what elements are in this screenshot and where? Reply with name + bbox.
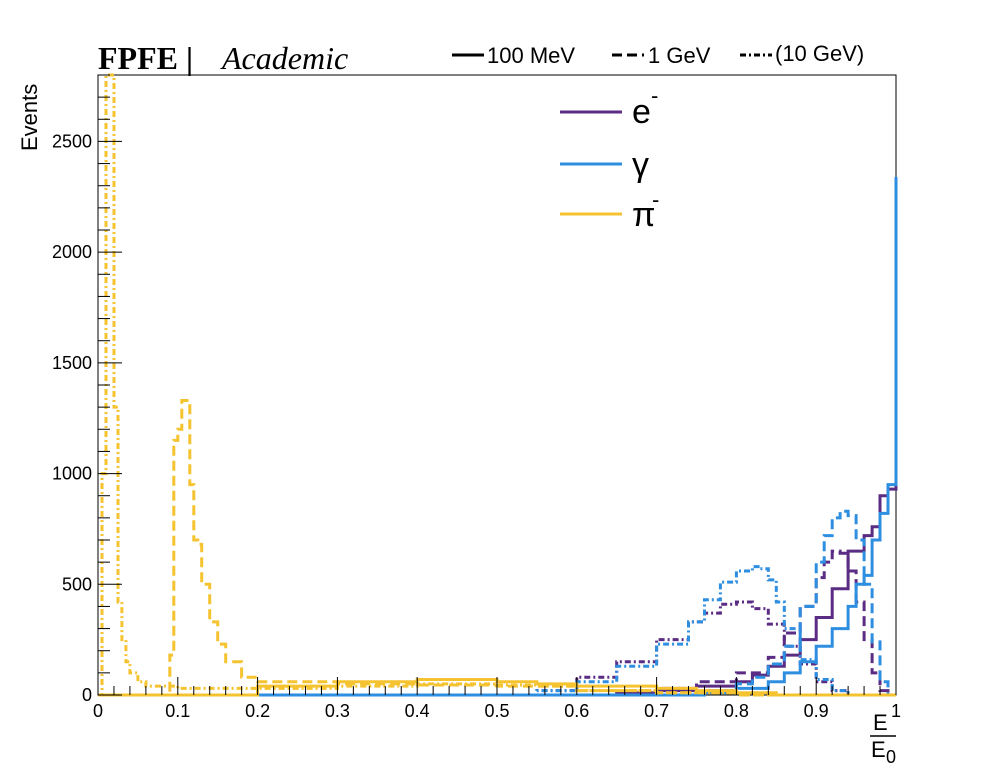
style-legend-label-1gev: 1 GeV <box>648 43 711 68</box>
legend-label-photon: γ <box>632 146 649 184</box>
legend-sup-electron: - <box>651 83 658 108</box>
series-line-pi--10GeV <box>98 73 896 697</box>
series-layer <box>98 73 898 697</box>
x-tick-label: 0.8 <box>724 701 749 721</box>
x-tick-label: 0.2 <box>245 701 270 721</box>
x-tick-label: 0.6 <box>564 701 589 721</box>
y-axis-title: Events <box>17 84 42 151</box>
x-tick-label: 0.4 <box>405 701 430 721</box>
x-tick-label: 0 <box>93 701 103 721</box>
x-tick-label: 1 <box>891 701 901 721</box>
legend-label-pion: π <box>632 196 655 234</box>
series-line-gamma-1GeV <box>98 509 896 697</box>
brand-italic: Academic <box>220 40 348 76</box>
y-tick-label: 1000 <box>52 464 92 484</box>
series-line-pi--1GeV <box>98 399 896 697</box>
legend-sup-pion: - <box>652 187 659 212</box>
x-tick-label: 0.7 <box>644 701 669 721</box>
series-line-gamma-100MeV <box>98 176 898 697</box>
x-tick-label: 0.5 <box>484 701 509 721</box>
brand-bold: FPFE | <box>98 40 193 76</box>
series-line-gamma-10GeV <box>98 565 896 697</box>
y-tick-label: 0 <box>82 685 92 705</box>
ticks-layer: 0 0.1 0.2 0.3 0.4 0.5 0.6 0.7 0.8 0.9 1 0 500 1000 150… <box>52 74 901 721</box>
style-legend-label-100mev: 100 MeV <box>487 43 575 68</box>
x-axis-title-subscript: 0 <box>886 747 896 767</box>
x-axis-title-denominator: E <box>871 737 886 762</box>
legend-label-electron: e <box>632 93 651 131</box>
x-tick-label: 0.1 <box>165 701 190 721</box>
x-tick-label: 0.3 <box>325 701 350 721</box>
style-legend-label-10gev: (10 GeV) <box>775 41 864 66</box>
style-legend: 100 MeV 1 GeV (10 GeV) <box>452 41 864 68</box>
x-tick-label: 0.9 <box>804 701 829 721</box>
x-axis-title-numerator: E <box>873 710 888 735</box>
y-tick-label: 500 <box>62 574 92 594</box>
particle-legend: e - γ π - <box>560 83 659 234</box>
y-tick-label: 2500 <box>52 131 92 151</box>
y-tick-label: 2000 <box>52 242 92 262</box>
y-tick-label: 1500 <box>52 353 92 373</box>
